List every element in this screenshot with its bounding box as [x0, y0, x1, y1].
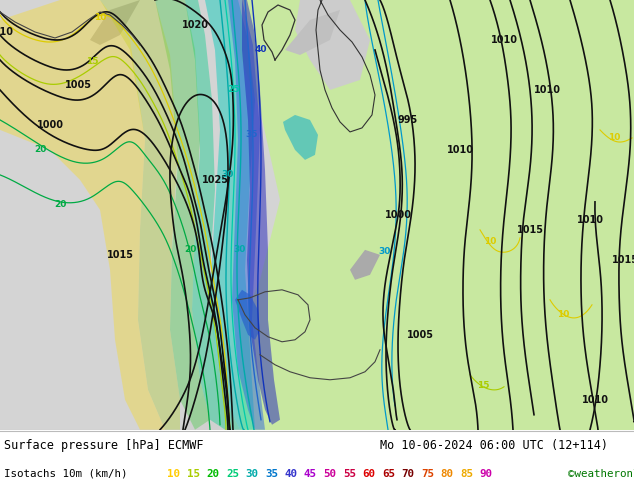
Text: 45: 45: [304, 469, 317, 479]
Text: 75: 75: [421, 469, 434, 479]
Text: 10: 10: [167, 469, 181, 479]
Polygon shape: [0, 0, 165, 430]
Polygon shape: [0, 0, 634, 430]
Bar: [0, 0, 240, 430]
Text: 20: 20: [184, 245, 196, 254]
Polygon shape: [228, 0, 265, 430]
Text: 25: 25: [226, 469, 239, 479]
Text: 1000: 1000: [384, 210, 411, 220]
Text: 35: 35: [265, 469, 278, 479]
Text: 1010: 1010: [491, 35, 517, 45]
Text: 50: 50: [323, 469, 337, 479]
Text: 1000: 1000: [37, 120, 63, 130]
Text: 1010: 1010: [581, 395, 609, 405]
Text: 10: 10: [608, 133, 620, 143]
Text: 995: 995: [398, 115, 418, 125]
Text: 15: 15: [477, 381, 489, 390]
Text: 70: 70: [401, 469, 415, 479]
Polygon shape: [350, 250, 380, 280]
Text: 15: 15: [187, 469, 200, 479]
Polygon shape: [235, 290, 260, 340]
Text: 30: 30: [234, 245, 246, 254]
Polygon shape: [90, 0, 140, 45]
Text: 1025: 1025: [202, 175, 228, 185]
Text: 30: 30: [245, 469, 259, 479]
Text: 1005: 1005: [406, 330, 434, 340]
Polygon shape: [205, 0, 255, 430]
Text: Surface pressure [hPa] ECMWF: Surface pressure [hPa] ECMWF: [4, 440, 204, 452]
Text: 1010: 1010: [533, 85, 560, 95]
Text: 1010: 1010: [446, 145, 474, 155]
Text: 65: 65: [382, 469, 395, 479]
Text: 10: 10: [484, 237, 496, 246]
Text: 15: 15: [86, 57, 98, 67]
Text: Isotachs 10m (km/h): Isotachs 10m (km/h): [4, 469, 127, 479]
Text: 35: 35: [246, 130, 258, 140]
Text: 40: 40: [255, 46, 268, 54]
Polygon shape: [283, 115, 318, 160]
Text: 85: 85: [460, 469, 473, 479]
Text: 1010: 1010: [0, 27, 13, 37]
Polygon shape: [100, 0, 180, 430]
Polygon shape: [285, 10, 340, 55]
Text: 30: 30: [222, 171, 234, 179]
Polygon shape: [242, 0, 280, 425]
Polygon shape: [185, 0, 240, 430]
Text: 20: 20: [54, 200, 66, 209]
Polygon shape: [295, 0, 370, 90]
Text: 30: 30: [378, 247, 391, 256]
Polygon shape: [155, 0, 210, 430]
Text: 1005: 1005: [65, 80, 91, 90]
Text: 10: 10: [94, 14, 106, 23]
Text: 10: 10: [557, 310, 569, 319]
Text: 1015: 1015: [517, 225, 543, 235]
Text: 1015: 1015: [107, 250, 134, 260]
Text: 1010: 1010: [576, 215, 604, 225]
Text: 90: 90: [479, 469, 493, 479]
Text: 20: 20: [34, 146, 46, 154]
Text: 25: 25: [227, 85, 239, 95]
Text: 60: 60: [363, 469, 375, 479]
Text: 20: 20: [207, 469, 219, 479]
Text: 1015: 1015: [612, 255, 634, 265]
Text: 80: 80: [441, 469, 453, 479]
Text: 55: 55: [343, 469, 356, 479]
Text: 40: 40: [285, 469, 297, 479]
Text: Mo 10-06-2024 06:00 UTC (12+114): Mo 10-06-2024 06:00 UTC (12+114): [380, 440, 608, 452]
Polygon shape: [0, 0, 280, 430]
Text: 1020: 1020: [181, 20, 209, 30]
Text: ©weatheronline.co.uk: ©weatheronline.co.uk: [568, 469, 634, 479]
